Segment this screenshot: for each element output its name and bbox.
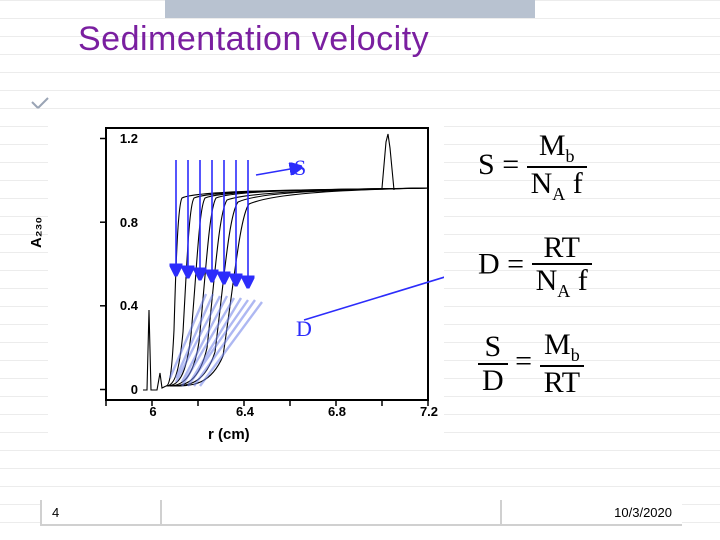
slide-topbar — [165, 0, 535, 18]
ytick-0: 0 — [110, 382, 138, 397]
ytick-1: 0.4 — [110, 298, 138, 313]
s-drift-arrows — [176, 160, 296, 282]
slide-title: Sedimentation velocity — [78, 20, 429, 59]
page-number: 4 — [52, 505, 59, 520]
equation-s: S = Mb NA f — [478, 130, 704, 204]
chart-area: 0 0.4 0.8 1.2 6 6.4 6.8 7.2 — [48, 120, 444, 450]
slide-container: Sedimentation velocity — [0, 0, 720, 540]
eq3-lden: D — [478, 365, 508, 397]
eq3-lnum: S — [478, 331, 508, 365]
s-annotation: S — [294, 155, 306, 181]
equation-d: D = RT NA f — [478, 232, 704, 301]
eq1-lhs: S — [478, 148, 495, 181]
equation-ratio: S D = Mb RT — [478, 329, 704, 398]
y-axis-label: A₂₃₀ — [28, 217, 45, 248]
x-axis-label: r (cm) — [208, 426, 250, 443]
chart-frame — [106, 128, 428, 400]
bullet-tick-icon — [30, 96, 50, 116]
xtick-0: 6 — [138, 404, 168, 419]
slide-date: 10/3/2020 — [614, 505, 672, 520]
date-box: 10/3/2020 — [500, 500, 682, 526]
eq2-lhs: D — [478, 247, 500, 280]
eq3-rden: RT — [540, 367, 585, 399]
footer-mid — [160, 500, 500, 526]
axis-ticks — [100, 139, 428, 407]
eq2-num: RT — [532, 232, 592, 266]
d-annotation: D — [296, 316, 312, 342]
page-number-box: 4 — [40, 500, 160, 526]
bottom-spike — [382, 134, 394, 190]
ytick-3: 1.2 — [110, 131, 138, 146]
slide-footer: 4 10/3/2020 — [40, 500, 682, 526]
equations-area: S = Mb NA f D = RT NA f S D = Mb RT — [478, 130, 704, 427]
xtick-2: 6.8 — [322, 404, 352, 419]
d-arrow — [304, 262, 444, 320]
ytick-2: 0.8 — [110, 215, 138, 230]
chart-svg — [48, 120, 444, 416]
meniscus-spike — [143, 310, 166, 390]
xtick-3: 7.2 — [414, 404, 444, 419]
xtick-1: 6.4 — [230, 404, 260, 419]
